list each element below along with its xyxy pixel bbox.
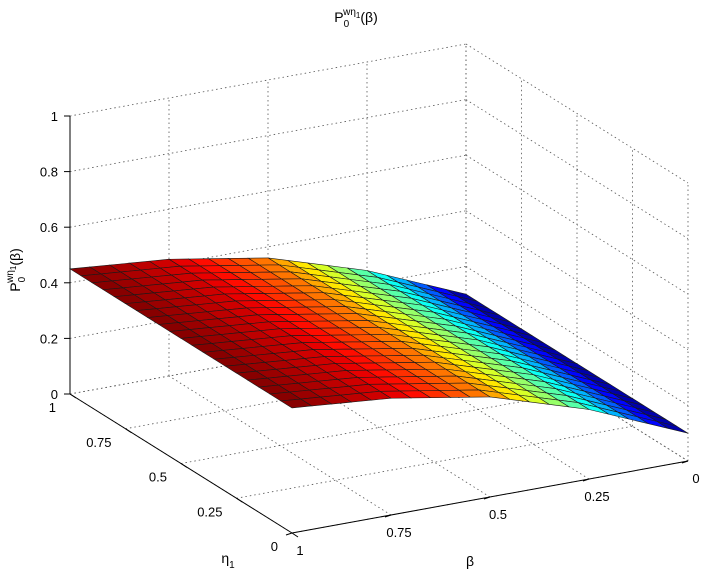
surface-mesh (69, 257, 689, 434)
grid-line (465, 210, 689, 351)
z-tick-label: 0.8 (40, 165, 58, 180)
y-tick-mark (291, 532, 299, 538)
y-tick-label: 0.5 (149, 470, 167, 485)
x-tick-mark (582, 478, 590, 482)
z-tick-label: 0.2 (40, 331, 58, 346)
z-tick-label: 0 (51, 387, 58, 402)
grid-line (168, 375, 392, 516)
x-tick-label: 1 (296, 543, 303, 558)
axes-lines (64, 115, 689, 538)
y-tick-mark (236, 497, 243, 503)
y-tick-mark (69, 393, 77, 399)
y-tick-mark (125, 428, 132, 434)
x-tick-label: 0.75 (386, 525, 411, 540)
grid-line (465, 43, 689, 184)
y-tick-label: 0.75 (86, 435, 111, 450)
grid-line (236, 425, 633, 499)
x-axis-label: β (466, 553, 474, 569)
grid-line (465, 99, 689, 239)
x-tick-mark (285, 532, 293, 536)
z-tick-label: 1 (51, 109, 58, 124)
x-tick-mark (681, 460, 689, 464)
grid-line (267, 357, 491, 498)
chart-title: P0wη1(β) (334, 7, 378, 30)
y-tick-mark (180, 463, 188, 468)
x-tick-label: 0 (692, 471, 699, 486)
x-tick-label: 0.25 (584, 489, 609, 504)
surface-patch (279, 398, 313, 409)
y-axis-label: η1 (221, 550, 235, 571)
x-tick-label: 0.5 (489, 507, 507, 522)
z-tick-label: 0.4 (40, 276, 58, 291)
z-axis-label: P0wη1(β) (5, 248, 28, 292)
grid-line (465, 266, 689, 406)
x-tick-mark (483, 496, 491, 500)
x-tick-mark (384, 514, 392, 518)
y-tick-label: 1 (49, 400, 56, 415)
z-tick-label: 0.6 (40, 220, 58, 235)
y-tick-label: 0 (271, 539, 278, 554)
y-tick-label: 0.25 (197, 504, 222, 519)
